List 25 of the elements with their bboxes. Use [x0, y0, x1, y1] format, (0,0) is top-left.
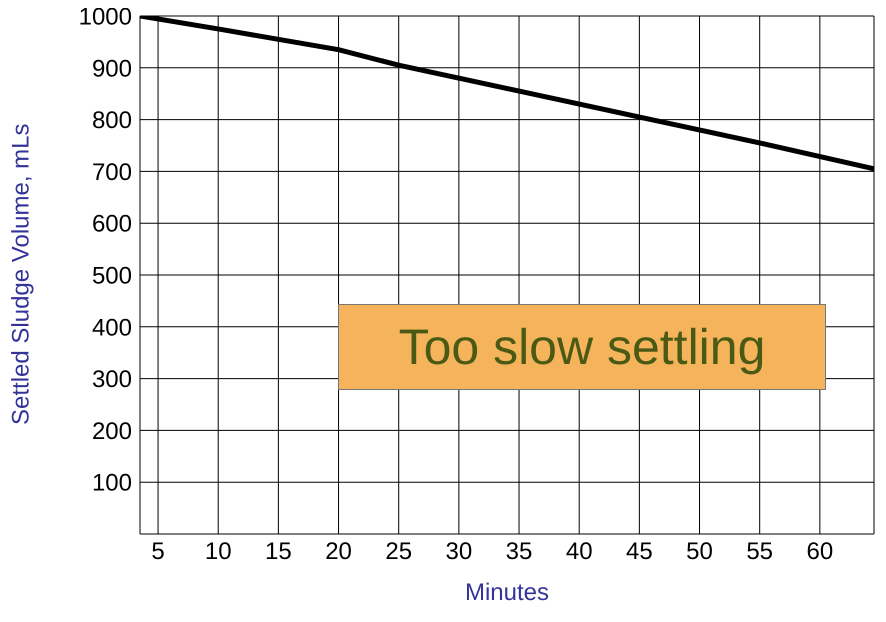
x-axis-title: Minutes: [464, 579, 550, 606]
x-tick-label: 45: [626, 538, 653, 566]
x-tick-label: 40: [566, 538, 593, 566]
x-tick-label: 20: [325, 538, 352, 566]
x-tick-label: 15: [265, 538, 292, 566]
y-tick-label: 100: [92, 470, 132, 497]
y-tick-label: 800: [92, 107, 132, 134]
x-tick-label: 55: [746, 538, 774, 566]
y-tick-label: 400: [92, 314, 132, 342]
y-tick-label: 500: [92, 262, 132, 290]
annotation: Too slow settling: [338, 304, 826, 390]
y-tick-label: 200: [92, 418, 132, 445]
x-tick-label: 10: [204, 538, 232, 566]
y-tick-label: 600: [92, 210, 132, 238]
x-tick-label: 60: [806, 538, 834, 566]
x-tick-label: 35: [506, 538, 532, 566]
y-tick-label: 1000: [78, 4, 132, 31]
x-tick-label: 25: [385, 538, 412, 566]
y-tick-label: 300: [92, 366, 132, 394]
y-tick-label: 900: [92, 55, 132, 82]
x-tick-label: 5: [151, 538, 165, 566]
x-tick-label: 50: [686, 538, 713, 566]
y-tick-label: 700: [92, 158, 132, 186]
y-axis-title: Settled Sludge Volume, mLs: [8, 123, 35, 425]
x-tick-label: 30: [446, 538, 472, 566]
